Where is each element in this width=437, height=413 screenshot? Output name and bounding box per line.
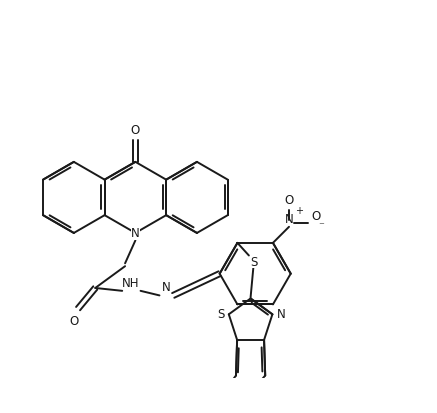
Text: NH: NH xyxy=(122,276,139,289)
Text: ⁻: ⁻ xyxy=(318,221,324,231)
Text: +: + xyxy=(295,206,303,216)
Text: O: O xyxy=(311,209,321,222)
Text: O: O xyxy=(69,315,79,328)
Text: N: N xyxy=(131,227,140,240)
Text: N: N xyxy=(284,212,293,225)
Text: O: O xyxy=(131,124,140,137)
Text: N: N xyxy=(277,307,286,320)
Text: N: N xyxy=(162,280,171,293)
Text: S: S xyxy=(250,255,257,268)
Text: O: O xyxy=(284,194,294,206)
Text: S: S xyxy=(217,307,224,320)
